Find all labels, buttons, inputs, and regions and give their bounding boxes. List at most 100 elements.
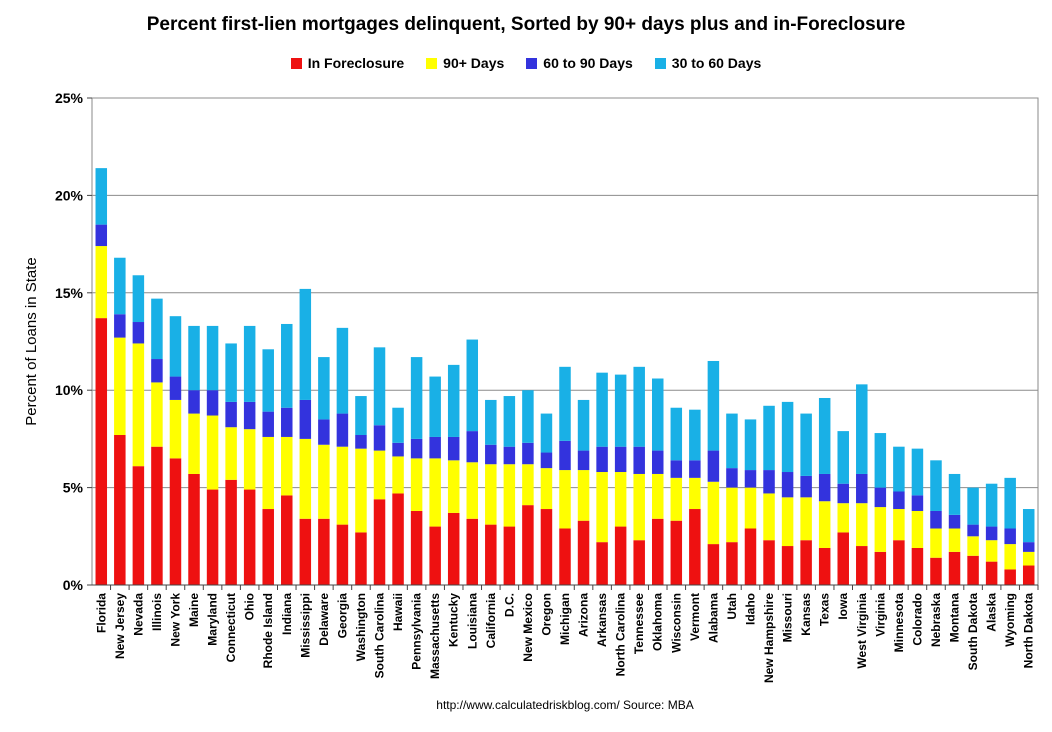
bar-90-days: [559, 470, 571, 529]
y-tick-label: 25%: [55, 90, 84, 106]
bar-30-to-60-days: [559, 366, 571, 441]
x-tick-label: Alaska: [985, 593, 999, 632]
x-tick-label: Alabama: [706, 593, 720, 643]
bar-60-to-90-days: [837, 483, 849, 504]
bar-60-to-90-days: [169, 376, 182, 400]
bar-30-to-60-days: [503, 396, 516, 447]
bar-60-to-90-days: [447, 436, 460, 461]
bar-60-to-90-days: [373, 425, 386, 451]
bar-60-to-90-days: [559, 440, 571, 471]
bar-in-foreclosure: [262, 509, 274, 585]
bar-60-to-90-days: [911, 495, 924, 511]
x-tick-label: Iowa: [836, 593, 850, 620]
bar-in-foreclosure: [336, 524, 349, 585]
bar-60-to-90-days: [930, 510, 942, 529]
bar-90-days: [373, 450, 386, 500]
bar-in-foreclosure: [429, 526, 441, 585]
bar-90-days: [856, 503, 868, 547]
bar-30-to-60-days: [540, 413, 553, 453]
bar-60-to-90-days: [336, 413, 349, 447]
bar-60-to-90-days: [633, 446, 645, 474]
x-tick-label: Maine: [187, 593, 201, 627]
x-tick-label: West Virginia: [855, 593, 869, 669]
bar-60-to-90-days: [726, 468, 738, 488]
bar-30-to-60-days: [169, 316, 182, 377]
source-note: http://www.calculatedriskblog.com/ Sourc…: [436, 698, 694, 712]
x-tick-label: Tennessee: [632, 593, 646, 654]
x-tick-label: Idaho: [743, 593, 757, 625]
bar-90-days: [670, 477, 683, 521]
bar-in-foreclosure: [410, 510, 423, 585]
bar-in-foreclosure: [169, 458, 182, 585]
x-tick-label: Kansas: [799, 593, 813, 636]
bar-30-to-60-days: [225, 343, 237, 402]
bar-in-foreclosure: [837, 532, 849, 585]
x-tick-label: Missouri: [781, 593, 795, 642]
x-tick-label: Colorado: [910, 593, 924, 646]
bar-in-foreclosure: [911, 547, 924, 585]
bar-90-days: [355, 448, 367, 533]
bar-in-foreclosure: [485, 524, 497, 585]
x-tick-label: Georgia: [335, 593, 349, 639]
x-tick-label: Ohio: [243, 593, 257, 620]
chart-legend: In Foreclosure 90+ Days 60 to 90 Days 30…: [0, 55, 1052, 71]
x-tick-label: Michigan: [558, 593, 572, 645]
bar-60-to-90-days: [763, 470, 775, 494]
y-tick-label: 10%: [55, 382, 84, 398]
legend-label-60-90: 60 to 90 Days: [543, 55, 633, 71]
x-tick-label: Texas: [818, 593, 832, 626]
bar-60-to-90-days: [744, 470, 757, 488]
bar-90-days: [95, 246, 108, 319]
x-tick-label: Wyoming: [1003, 593, 1017, 647]
bar-30-to-60-days: [262, 349, 274, 412]
bar-30-to-60-days: [299, 288, 312, 400]
x-tick-label: Virginia: [873, 593, 887, 637]
x-tick-label: Vermont: [688, 593, 702, 641]
x-tick-label: Illinois: [150, 593, 164, 631]
bar-90-days: [689, 477, 701, 510]
legend-swatch-90-plus: [426, 57, 438, 69]
bar-30-to-60-days: [392, 407, 404, 443]
bar-90-days: [151, 382, 163, 447]
bar-30-to-60-days: [837, 431, 849, 484]
bar-60-to-90-days: [392, 442, 404, 457]
x-tick-label: Minnesota: [892, 593, 906, 653]
bar-30-to-60-days: [1022, 509, 1035, 543]
bar-30-to-60-days: [114, 257, 126, 315]
x-tick-label: Montana: [948, 593, 962, 643]
bar-in-foreclosure: [967, 555, 979, 585]
bar-60-to-90-days: [262, 411, 274, 437]
bar-30-to-60-days: [410, 357, 423, 439]
chart-title: Percent first-lien mortgages delinquent,…: [146, 14, 906, 35]
bar-90-days: [1022, 551, 1035, 566]
bar-60-to-90-days: [893, 491, 905, 510]
bar-90-days: [1004, 544, 1016, 570]
bar-in-foreclosure: [559, 528, 571, 585]
bar-in-foreclosure: [151, 446, 163, 585]
bar-in-foreclosure: [447, 512, 460, 585]
bar-in-foreclosure: [466, 518, 479, 585]
bar-in-foreclosure: [318, 518, 330, 585]
bar-30-to-60-days: [893, 446, 905, 492]
bar-in-foreclosure: [355, 532, 367, 585]
bar-in-foreclosure: [985, 561, 998, 585]
bar-30-to-60-days: [874, 433, 887, 488]
legend-swatch-60-90: [526, 57, 538, 69]
bar-in-foreclosure: [1022, 565, 1035, 585]
bar-90-days: [577, 470, 590, 521]
bar-60-to-90-days: [318, 419, 330, 445]
bar-90-days: [763, 493, 775, 541]
x-tick-label: Massachusetts: [428, 593, 442, 679]
x-tick-label: New Mexico: [521, 593, 535, 662]
bar-30-to-60-days: [188, 325, 200, 391]
bar-30-to-60-days: [818, 397, 831, 474]
bar-30-to-60-days: [689, 409, 701, 461]
bar-90-days: [281, 436, 293, 496]
y-tick-label: 15%: [55, 285, 84, 301]
bar-in-foreclosure: [689, 509, 701, 585]
bar-90-days: [188, 413, 200, 474]
bar-30-to-60-days: [1004, 477, 1016, 529]
bar-30-to-60-days: [522, 390, 534, 443]
bar-30-to-60-days: [948, 473, 961, 515]
bar-in-foreclosure: [633, 540, 645, 585]
